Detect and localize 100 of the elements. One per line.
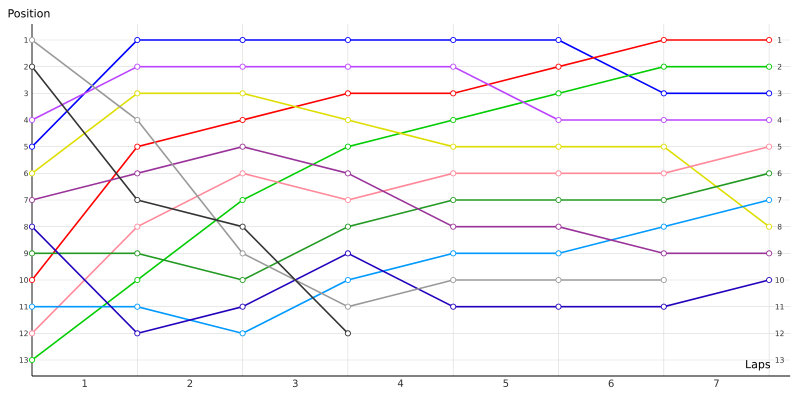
point (240, 90, 246, 96)
point (660, 170, 667, 176)
point (28, 196, 36, 204)
point (28, 330, 36, 336)
point (240, 276, 246, 284)
point (660, 196, 667, 204)
point (450, 304, 456, 310)
point (28, 36, 36, 44)
point (134, 90, 140, 96)
point (555, 64, 562, 70)
x-tick-label: 5 (503, 380, 508, 387)
point (450, 90, 456, 96)
point (555, 224, 562, 230)
point (240, 36, 246, 44)
point (134, 250, 140, 256)
point (660, 250, 667, 256)
y-axis-title: Position (8, 8, 50, 18)
point (240, 224, 246, 230)
point (766, 250, 772, 256)
point (660, 90, 667, 96)
point (134, 196, 140, 204)
point (766, 36, 772, 44)
point (134, 304, 140, 310)
point (344, 144, 351, 150)
point (134, 224, 140, 230)
point (134, 170, 140, 176)
point (450, 224, 456, 230)
point (240, 64, 246, 70)
point (660, 116, 667, 124)
point (555, 116, 562, 124)
point (555, 304, 562, 310)
point (28, 276, 36, 284)
point (134, 64, 140, 70)
point (766, 170, 772, 176)
point (766, 224, 772, 230)
point (240, 116, 246, 124)
point (450, 116, 456, 124)
point (344, 304, 351, 310)
point (240, 196, 246, 204)
point (240, 304, 246, 310)
point (344, 276, 351, 284)
x-tick-label: 6 (608, 380, 614, 388)
point (660, 144, 667, 150)
point (660, 276, 667, 284)
point (28, 170, 36, 176)
point (766, 196, 772, 204)
point (240, 250, 246, 256)
point (766, 90, 772, 96)
x-axis-title: Laps (746, 360, 770, 370)
x-tick-label: 4 (398, 380, 404, 387)
point (344, 224, 351, 230)
point (450, 144, 456, 150)
point (240, 144, 246, 150)
point (660, 224, 667, 230)
point (766, 116, 772, 124)
point (134, 144, 140, 150)
point (555, 250, 562, 256)
point (660, 36, 667, 44)
point (344, 330, 351, 336)
point (766, 144, 772, 150)
point (344, 116, 351, 124)
point (28, 116, 36, 124)
x-tick-label: 1 (82, 380, 87, 387)
point (344, 64, 351, 70)
point (555, 276, 562, 284)
point (766, 276, 772, 284)
x-tick-label: 3 (292, 380, 298, 388)
point (344, 36, 351, 44)
point (240, 170, 246, 176)
point (344, 196, 351, 204)
point (28, 224, 36, 230)
point (450, 36, 456, 44)
point (555, 90, 562, 96)
point (134, 276, 140, 284)
point (134, 330, 140, 336)
point (766, 64, 772, 70)
point (450, 276, 456, 284)
point (28, 356, 36, 364)
point (344, 170, 351, 176)
x-tick-label: 2 (188, 380, 192, 387)
point (240, 330, 246, 336)
point (28, 250, 36, 256)
point (28, 144, 36, 150)
point (344, 90, 351, 96)
point (450, 170, 456, 176)
point (555, 196, 562, 204)
point (344, 250, 351, 256)
point (660, 64, 667, 70)
point (660, 304, 667, 310)
point (450, 250, 456, 256)
point (134, 36, 140, 44)
point (555, 144, 562, 150)
point (450, 64, 456, 70)
point (555, 170, 562, 176)
point (134, 116, 140, 124)
point (450, 196, 456, 204)
point (28, 64, 36, 70)
point (555, 36, 562, 44)
x-tick-label: 7 (714, 380, 719, 387)
point (28, 304, 36, 310)
